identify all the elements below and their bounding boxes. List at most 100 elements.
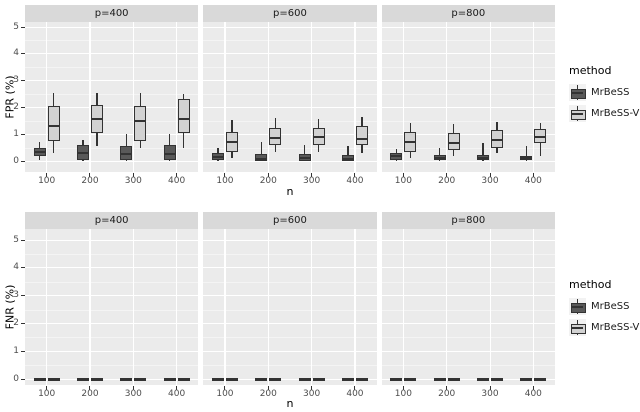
key-box-dark [571,302,586,313]
boxplot-collapsed-line [341,377,354,381]
boxplot-whisker [409,122,412,133]
key-box-light [571,109,586,120]
boxplot-whisker [496,121,498,130]
boxplot-box [447,133,460,150]
key-box-light [571,323,586,334]
key-median-line [572,306,583,308]
gridline-major-v [89,22,91,172]
gridline-major-v [267,22,269,172]
x-tick-mark [354,173,356,177]
x-tick-mark [267,173,269,177]
gridline-major-v [446,22,448,172]
boxplot-whisker [452,149,455,156]
x-tick-label: 200 [259,176,277,186]
legend-item-mrbess: MrBeSS [569,298,640,315]
x-tick-mark [176,386,178,390]
x-tick-mark [532,386,534,390]
gridline-minor-h [203,120,377,122]
x-tick-mark [46,173,48,177]
boxplot-collapsed-line [355,377,368,381]
boxplot-whisker [539,122,542,130]
gridline-major-v [89,229,91,385]
gridline-major-h [381,106,555,109]
gridline-major-v [402,229,405,385]
boxplot-whisker [438,160,441,161]
boxplot-box [269,128,282,145]
boxplot-whisker [125,134,128,147]
boxplot-median [90,118,103,121]
boxplot-whisker [217,148,219,153]
boxplot-key-icon [569,84,586,101]
gridline-major-v [176,229,178,385]
y-tick-mark [21,26,25,28]
boxplot-whisker [303,144,306,155]
gridline-minor-h [381,337,555,339]
x-tick-mark [489,173,491,177]
boxplot-collapsed-line [90,377,103,381]
boxplot-collapsed-line [433,377,446,381]
x-tick-label: 200 [81,389,99,399]
boxplot-median [404,140,417,143]
boxplot-whisker [182,94,185,100]
gridline-minor-h [381,281,555,283]
x-tick-label: 100 [216,389,234,399]
facet-strip: p=800 [381,5,555,22]
boxplot-whisker [96,132,98,147]
y-tick-label: 4 [13,262,19,273]
x-tick-label: 300 [303,389,321,399]
boxplot-median [534,135,547,138]
legend-method-top: method MrBeSS MrBeSS-V [569,64,640,126]
boxplot-collapsed-line [76,377,89,381]
gridline-minor-h [381,253,555,255]
boxplot-collapsed-line [298,377,311,381]
gridline-minor-h [203,253,377,255]
y-tick-mark [21,106,25,108]
x-tick-label: 100 [38,389,56,399]
boxplot-median [491,139,503,142]
boxplot-whisker [482,160,484,161]
boxplot-whisker [82,159,84,161]
boxplot-median [433,157,446,160]
legend-method-bottom: method MrBeSS MrBeSS-V [569,278,640,340]
gridline-minor-h [25,40,199,42]
x-tick-mark [224,173,226,177]
boxplot-collapsed-line [491,377,503,381]
y-tick-label: 3 [13,290,19,301]
gridline-major-h [381,267,555,269]
boxplot-whisker [525,145,528,156]
boxplot-whisker [168,134,171,146]
x-tick-mark [311,173,313,177]
x-axis-title-bottom: n [286,397,294,410]
y-tick-mark [21,53,25,55]
gridline-major-v [224,22,226,172]
boxplot-whisker [139,140,142,148]
boxplot-key-icon [569,319,586,336]
boxplot-collapsed-line [177,377,190,381]
gridline-major-v [311,22,313,172]
y-tick-mark [21,133,25,135]
y-tick-label: 5 [13,234,19,245]
gridline-major-v [46,22,48,172]
y-tick-label: 0 [13,155,19,166]
boxplot-whisker [231,119,233,133]
boxplot-whisker [274,144,277,152]
boxplot-collapsed-line [269,377,282,381]
boxplot-whisker [231,151,233,159]
boxplot-whisker [96,92,98,105]
gridline-major-h [25,350,199,352]
y-tick-mark [21,267,25,269]
gridline-major-h [203,295,377,297]
gridline-major-h [25,26,199,28]
boxplot-whisker [182,132,185,148]
boxplot-whisker [361,144,363,153]
y-tick-mark [21,239,25,241]
x-tick-label: 200 [259,389,277,399]
x-tick-mark [132,173,134,177]
x-tick-label: 400 [346,176,364,186]
gridline-major-v [402,22,405,172]
gridline-major-h [25,106,199,109]
facet-strip: p=400 [25,5,199,22]
y-tick-label: 3 [13,75,19,86]
facet-strip: p=600 [203,212,377,229]
legend-item-mrbess-v: MrBeSS-V [569,319,640,336]
